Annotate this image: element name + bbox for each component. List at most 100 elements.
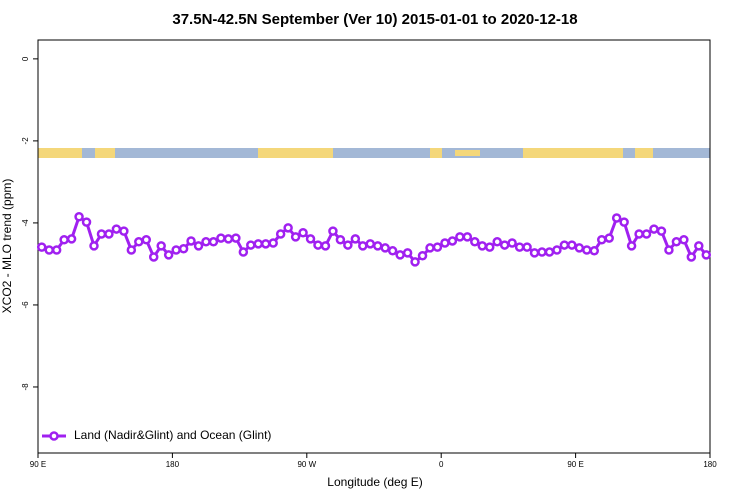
data-point [380,243,390,253]
data-point [335,234,346,245]
data-point [358,241,368,251]
data-point [148,252,159,262]
data-point [604,233,614,243]
data-point [395,250,405,260]
data-point [686,252,697,262]
data-point [216,233,226,243]
data-point [559,240,570,250]
data-point [74,212,84,222]
data-point [119,226,129,236]
data-point [44,245,54,255]
data-point [656,226,667,236]
y-tick-label: -2 [21,137,30,145]
data-point [208,237,219,247]
data-point [141,234,152,245]
data-point [462,232,473,242]
data-point [492,237,502,247]
data-point [66,234,77,244]
data-point [96,229,107,239]
data-point [567,240,577,250]
data-point [432,242,443,252]
data-point [36,242,47,252]
data-point [59,234,69,245]
data-point [440,238,450,248]
data-point [410,257,420,267]
data-point [246,240,256,250]
data-point [111,224,122,234]
data-point [574,243,585,253]
legend-marker [49,431,59,441]
data-point [537,247,547,257]
data-point [365,239,376,249]
data-point [51,245,62,255]
data-point [589,246,600,256]
y-tick-label: -4 [21,219,30,227]
data-point [275,229,286,239]
data-point [477,241,488,251]
data-point [634,229,644,239]
x-axis-label: Longitude (deg E) [327,475,422,489]
data-point [313,240,323,250]
data-point [499,240,510,250]
data-point [641,229,652,239]
data-point [619,217,629,227]
data-point [283,223,293,233]
data-point [701,250,712,260]
data-point [507,238,517,248]
data-point [671,237,682,247]
data-point [328,226,338,236]
x-tick-label: 90 W [297,460,316,469]
data-point [350,234,361,244]
data-point [223,234,234,244]
data-point [372,241,383,251]
data-point [455,232,465,242]
chart-title: 37.5N-42.5N September (Ver 10) 2015-01-0… [172,11,577,28]
data-point [679,234,689,245]
data-point [260,239,271,249]
data-point [552,245,562,255]
data-point [447,236,458,246]
data-point [484,242,495,252]
data-point [290,232,301,242]
x-tick-label: 90 E [30,460,46,469]
map-strip [38,148,710,158]
data-point [186,236,196,246]
data-point [343,240,353,250]
x-tick-label: 180 [703,460,717,469]
data-point [231,233,241,243]
data-point [417,250,428,261]
data-point [596,234,607,245]
data-point [694,241,704,251]
x-tick-label: 180 [166,460,180,469]
data-point [611,213,622,223]
data-point [104,229,114,239]
data-point [626,241,637,251]
data-point [470,237,480,247]
data-point [156,241,166,251]
data-point [320,241,331,251]
data-point [529,248,540,258]
x-tick-label: 90 E [567,460,583,469]
data-point [298,228,308,238]
data-point [201,237,211,247]
data-point [514,242,525,252]
legend-label: Land (Nadir&Glint) and Ocean (Glint) [74,428,271,442]
data-point [387,246,398,256]
data-point [268,238,278,248]
data-point [238,247,249,257]
data-point [402,248,413,258]
data-point [544,247,555,257]
data-point [163,250,174,260]
data-point [305,234,316,244]
data-point [126,245,137,255]
data-point [664,245,674,255]
x-tick-label: 0 [439,460,444,469]
data-point [171,245,181,255]
y-tick-label: -6 [21,301,30,309]
data-point [134,237,144,247]
data-point [193,241,204,251]
y-tick-label: 0 [21,56,30,61]
data-point [582,245,592,255]
